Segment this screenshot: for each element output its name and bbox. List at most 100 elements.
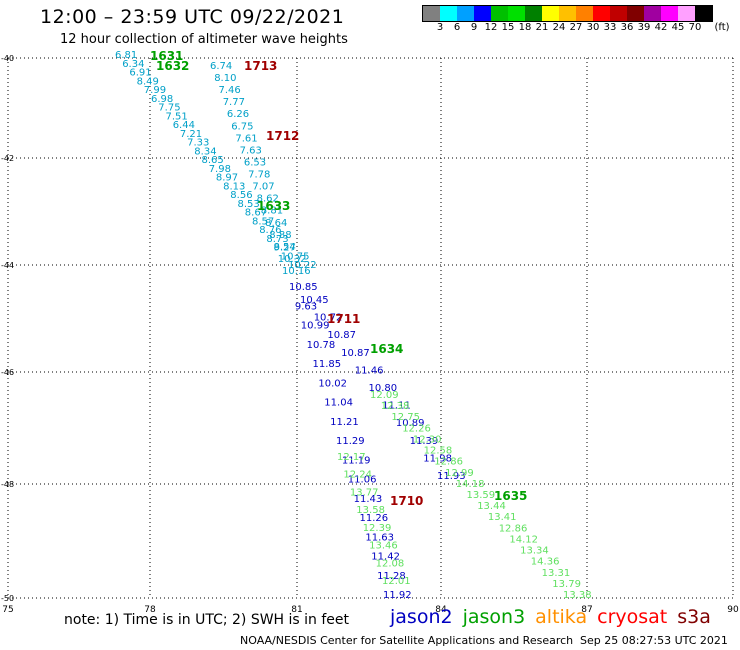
wave-height-label: 11.21 <box>330 417 359 428</box>
wave-height-label: 6.44 <box>173 120 195 131</box>
legend-swatch <box>423 6 440 21</box>
legend-label: 27 <box>569 22 583 33</box>
wave-height-label: 8.54 <box>274 242 296 253</box>
wave-height-label: 13.77 <box>350 487 379 498</box>
wave-height-label: 7.61 <box>235 133 257 144</box>
lat-tick-label: -46 <box>1 368 14 377</box>
legend-swatch <box>559 6 576 21</box>
wave-height-label: 14.36 <box>531 557 560 568</box>
legend-label: (ft) <box>714 22 730 33</box>
wave-height-label: 10.75 <box>281 251 310 262</box>
track-id-label: 1632 <box>156 59 189 73</box>
wave-height-label: 12.24 <box>343 470 372 481</box>
lat-tick-label: -42 <box>1 154 14 163</box>
wave-height-label: 7.98 <box>209 164 231 175</box>
wave-height-label: 7.78 <box>248 170 270 181</box>
wave-height-label: 8.76 <box>259 225 281 236</box>
wave-height-label: 11.28 <box>377 571 406 582</box>
wave-height-label: 11.19 <box>342 455 371 466</box>
wave-height-label: 6.91 <box>129 68 151 79</box>
lon-tick-label: 78 <box>144 605 156 615</box>
wave-height-label: 10.89 <box>396 418 425 429</box>
legend-label: 18 <box>518 22 532 33</box>
color-legend-bar <box>422 5 713 22</box>
wave-height-label: 12.09 <box>370 390 399 401</box>
wave-height-label: 12.01 <box>382 576 411 587</box>
wave-height-label: 8.65 <box>202 155 224 166</box>
wave-height-label: 8.62 <box>257 194 279 205</box>
map-subtitle: 12 hour collection of altimeter wave hei… <box>60 32 348 47</box>
wave-height-label: 6.53 <box>244 158 266 169</box>
wave-height-label: 11.06 <box>348 475 377 486</box>
legend-label: 9 <box>470 22 478 33</box>
lon-tick-label: 87 <box>581 605 592 615</box>
legend-label: 42 <box>654 22 668 33</box>
track-id-label: 1712 <box>266 129 299 143</box>
wave-height-label: 10.85 <box>289 282 318 293</box>
wave-height-label: 11.11 <box>382 401 411 412</box>
wave-height-label: 8.53 <box>238 199 260 210</box>
wave-height-label: 7.07 <box>252 182 274 193</box>
wave-height-label: 10.16 <box>282 266 311 277</box>
lon-tick-label: 81 <box>291 605 302 615</box>
legend-label: 36 <box>620 22 634 33</box>
wave-height-label: 7.21 <box>180 129 202 140</box>
wave-height-label: 10.02 <box>318 378 347 389</box>
wave-height-label: 8.10 <box>214 73 236 84</box>
wave-height-label: 12.26 <box>402 423 431 434</box>
wave-height-label: 6.81 <box>115 50 137 61</box>
wave-height-label: 13.41 <box>488 512 517 523</box>
legend-swatch <box>491 6 508 21</box>
wave-height-label: 14.18 <box>456 479 485 490</box>
wave-height-label: 10.87 <box>341 348 370 359</box>
wave-height-label: 13.79 <box>552 579 581 590</box>
wave-height-label: 8.73 <box>266 234 288 245</box>
wave-height-label: 7.46 <box>219 85 241 96</box>
wave-height-label: 10.99 <box>301 321 330 332</box>
satellite-s3a: s3a <box>677 606 711 628</box>
map-title: 12:00 – 23:59 UTC 09/22/2021 <box>40 6 345 28</box>
track-id-label: 1633 <box>257 199 290 213</box>
legend-swatch <box>644 6 661 21</box>
track-id-label: 1635 <box>494 489 527 503</box>
wave-height-label: 12.39 <box>363 523 392 534</box>
wave-height-label: 8.56 <box>230 190 252 201</box>
wave-height-label: 9.63 <box>295 301 317 312</box>
legend-label: 30 <box>586 22 600 33</box>
wave-height-label: 12.58 <box>424 446 453 457</box>
wave-height-label: 7.75 <box>158 103 180 114</box>
wave-height-label: 11.42 <box>371 552 400 563</box>
wave-height-label: 10.45 <box>300 295 329 306</box>
wave-height-label: 11.93 <box>437 471 466 482</box>
legend-label: 3 <box>436 22 444 33</box>
wave-height-label: 10.32 <box>278 254 307 265</box>
legend-swatch <box>627 6 644 21</box>
credit-timestamp: Sep 25 08:27:53 UTC 2021 <box>580 634 728 647</box>
satellite-legend: jason2 jason3 altika cryosat s3a <box>390 606 721 628</box>
wave-height-label: 14.12 <box>509 534 538 545</box>
legend-label: 6 <box>453 22 461 33</box>
wave-height-label: 13.59 <box>467 490 496 501</box>
footer-note: note: 1) Time is in UTC; 2) SWH is in fe… <box>64 612 350 628</box>
wave-height-label: 12.75 <box>391 412 420 423</box>
lat-tick-label: -48 <box>1 480 14 489</box>
wave-height-label: 12.38 <box>381 401 410 412</box>
lat-tick-label: -44 <box>1 261 14 270</box>
wave-height-label: 10.72 <box>314 313 343 324</box>
wave-height-label: 11.92 <box>383 590 412 601</box>
wave-height-label: 6.26 <box>227 109 249 120</box>
wave-height-label: 13.38 <box>563 590 592 601</box>
wave-height-label: 10.80 <box>369 383 398 394</box>
legend-swatch <box>661 6 678 21</box>
track-id-label: 1634 <box>370 342 403 356</box>
legend-swatch <box>695 6 712 21</box>
track-id-label: 1710 <box>390 494 423 508</box>
legend-swatch <box>542 6 559 21</box>
track-id-label: 1711 <box>327 312 360 326</box>
lon-tick-label: 90 <box>727 605 739 615</box>
lon-tick-label: 84 <box>435 605 447 615</box>
lat-tick-label: -40 <box>1 54 14 63</box>
legend-label: 33 <box>603 22 617 33</box>
wave-height-label: 8.88 <box>269 230 291 241</box>
